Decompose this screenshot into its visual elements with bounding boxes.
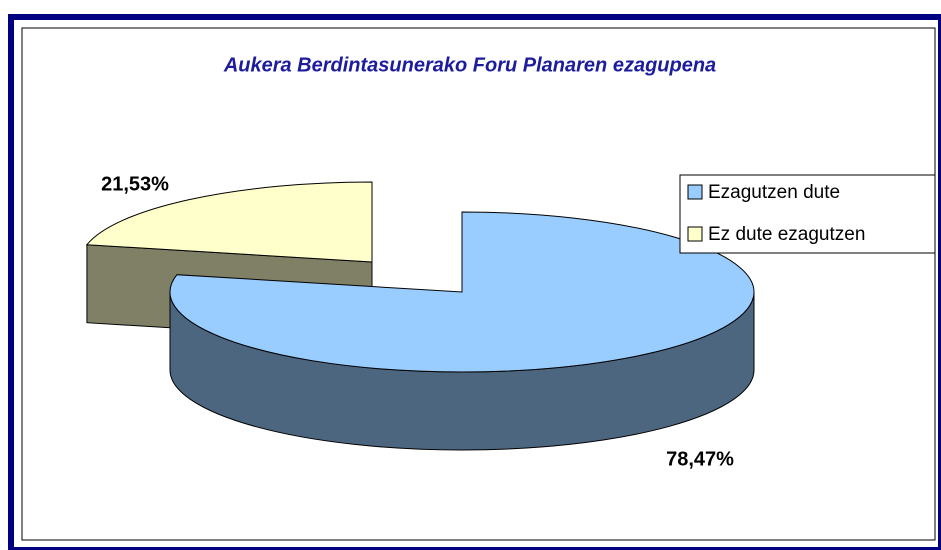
legend-swatch <box>687 226 703 242</box>
legend <box>679 174 936 254</box>
legend-label: Ezagutzen dute <box>708 182 840 203</box>
legend-entries: Ezagutzen dute Ez dute ezagutzen <box>687 182 865 245</box>
chart-title: Aukera Berdintasunerako Foru Planaren ez… <box>223 54 716 76</box>
slice <box>85 181 373 263</box>
legend-swatch <box>687 184 703 200</box>
pie: 21,53% 78,47% <box>85 173 755 470</box>
data-label: 21,53% <box>101 173 169 195</box>
slice <box>169 211 755 373</box>
outer-frame <box>8 14 941 550</box>
legend-label: Ez dute ezagutzen <box>708 224 865 245</box>
data-label: 78,47% <box>666 448 734 470</box>
